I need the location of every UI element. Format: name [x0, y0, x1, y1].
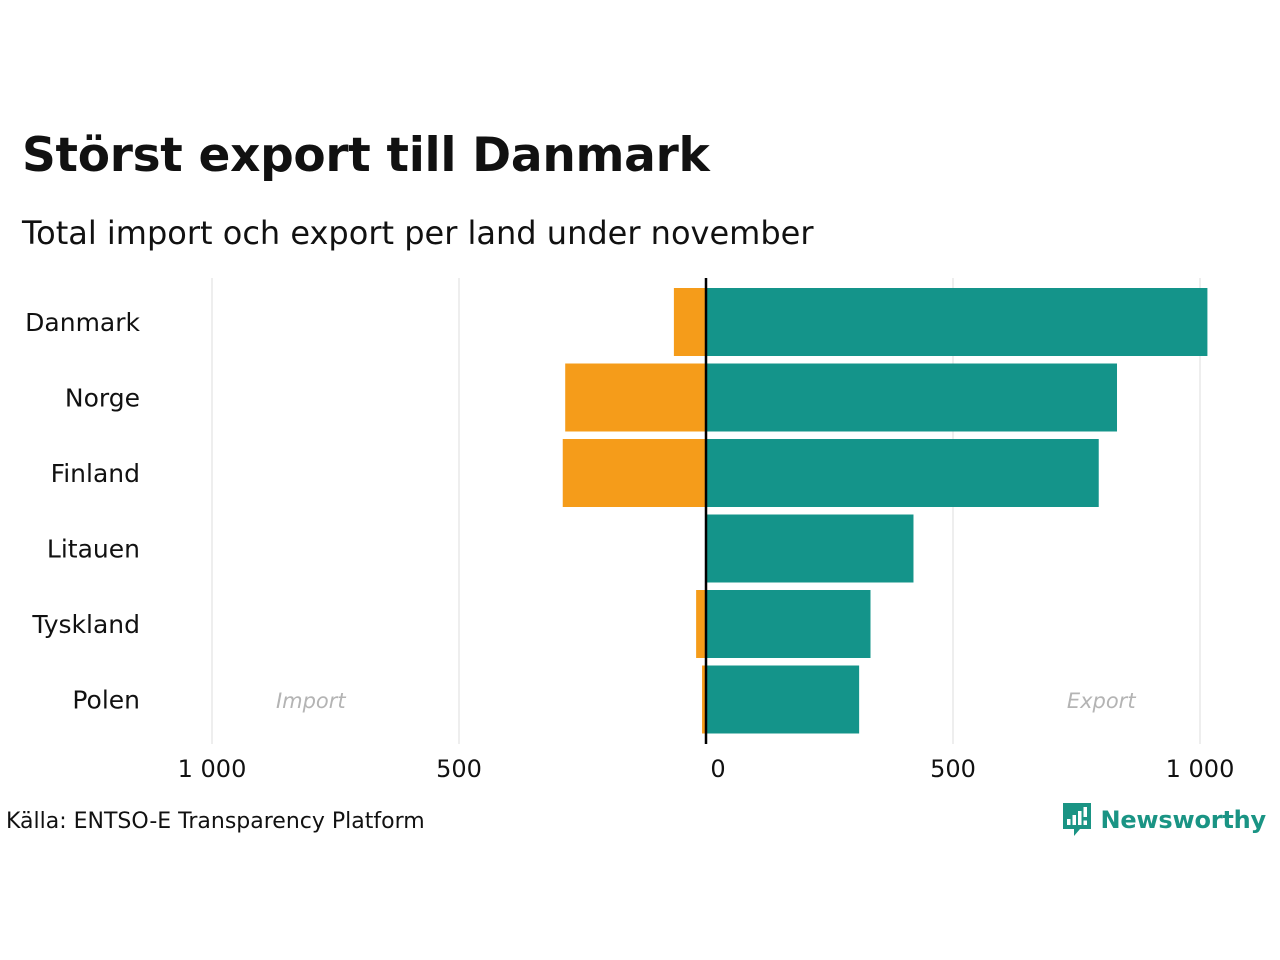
export-bar: [706, 288, 1208, 356]
newsworthy-logo-icon: [1063, 803, 1092, 836]
category-label: Polen: [72, 686, 140, 715]
category-label: Litauen: [47, 535, 140, 564]
import-bar: [702, 665, 706, 734]
x-tick-label: 1 000: [1166, 755, 1235, 783]
export-panel-label: Export: [1067, 689, 1137, 713]
x-tick-label: 500: [436, 755, 482, 783]
x-tick-label: 1 000: [178, 755, 247, 783]
brand-logo: Newsworthy: [1062, 802, 1266, 838]
chart-subtitle: Total import och export per land under n…: [22, 214, 814, 252]
export-bar: [706, 514, 914, 583]
export-bar: [706, 590, 871, 658]
brand-name: Newsworthy: [1100, 806, 1266, 834]
x-tick-label: 500: [930, 755, 976, 783]
import-bar: [696, 590, 706, 658]
chart-title: Störst export till Danmark: [22, 128, 710, 183]
import-bar: [562, 439, 706, 507]
import-bar: [673, 288, 706, 356]
category-label: Tyskland: [31, 610, 140, 639]
import-bar: [565, 363, 706, 432]
x-tick-label: 0: [710, 755, 725, 783]
export-bar: [706, 439, 1099, 507]
source-note: Källa: ENTSO-E Transparency Platform: [6, 809, 425, 834]
export-bar: [706, 665, 860, 734]
category-label: Finland: [51, 459, 140, 488]
import-panel-label: Import: [276, 689, 346, 713]
category-label: Danmark: [25, 308, 140, 337]
export-bar: [706, 363, 1118, 432]
category-label: Norge: [65, 384, 140, 413]
